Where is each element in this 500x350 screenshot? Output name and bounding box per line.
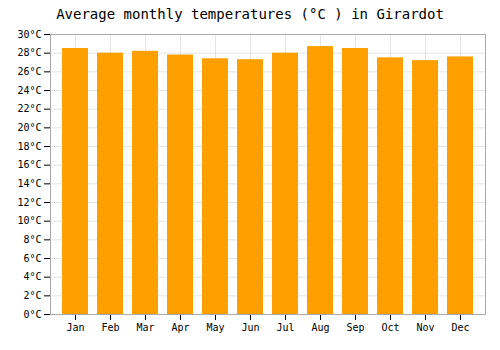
svg-text:Jun: Jun [241,322,259,333]
svg-text:30°C: 30°C [17,29,41,40]
html-text:Average monthly temperatures (: Average monthly temperatures (°C ) in Gi… [56,6,444,22]
svg-text:Mar: Mar [136,322,154,333]
svg-text:6°C: 6°C [23,253,41,264]
svg-text:24°C: 24°C [17,85,41,96]
svg-text:4°C: 4°C [23,271,41,282]
svg-text:Apr: Apr [171,322,189,333]
svg-text:10°C: 10°C [17,215,41,226]
svg-text:Dec: Dec [451,322,469,333]
svg-text:26°C: 26°C [17,66,41,77]
svg-text:May: May [206,322,224,333]
svg-text:20°C: 20°C [17,122,41,133]
svg-text:28°C: 28°C [17,47,41,58]
svg-text:Sep: Sep [346,322,364,333]
svg-text:Oct: Oct [381,322,399,333]
svg-text:Jan: Jan [66,322,84,333]
svg-text:Feb: Feb [101,322,119,333]
svg-text:22°C: 22°C [17,103,41,114]
svg-text:18°C: 18°C [17,141,41,152]
svg-text:Nov: Nov [416,322,434,333]
svg-text:8°C: 8°C [23,234,41,245]
svg-text:12°C: 12°C [17,197,41,208]
svg-text:2°C: 2°C [23,290,41,301]
svg-text:Jul: Jul [276,322,294,333]
svg-text:0°C: 0°C [23,309,41,320]
svg-text:Aug: Aug [311,322,329,333]
svg-text:14°C: 14°C [17,178,41,189]
svg-text:16°C: 16°C [17,159,41,170]
